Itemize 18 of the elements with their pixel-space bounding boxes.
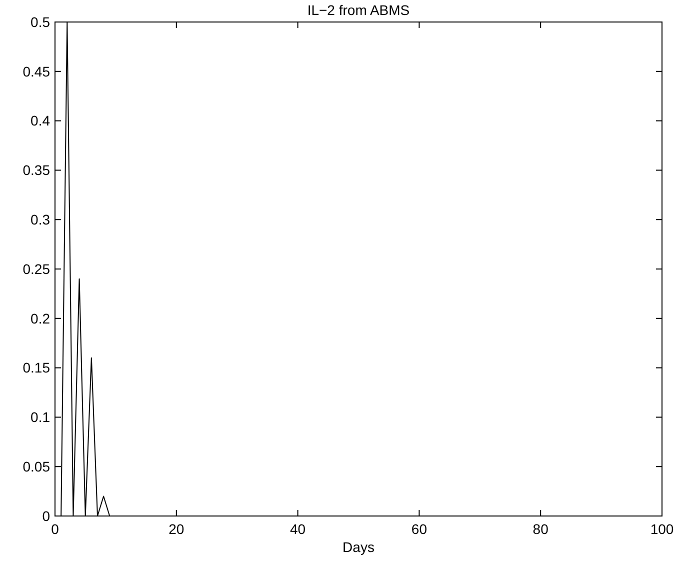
- y-tick-label: 0.45: [22, 63, 50, 80]
- x-tick-label: 100: [650, 521, 674, 537]
- y-tick-label: 0.2: [30, 310, 50, 326]
- y-tick-label: 0.25: [22, 260, 50, 277]
- y-tick-label: 0: [42, 508, 50, 524]
- y-tick-label: 0.5: [30, 14, 50, 30]
- x-tick-label: 20: [168, 521, 184, 537]
- y-tick-label: 0.05: [22, 458, 50, 474]
- y-tick-label: 0.1: [30, 409, 50, 426]
- y-tick-label: 0.15: [22, 360, 50, 376]
- y-tick-label: 0.3: [30, 212, 50, 228]
- x-tick-label: 80: [532, 521, 549, 537]
- chart-title: IL−2 from ABMS: [307, 2, 410, 18]
- x-tick-label: 60: [411, 521, 428, 537]
- y-tick-label: 0.4: [30, 112, 50, 129]
- x-axis-title: Days: [342, 539, 374, 555]
- y-tick-label: 0.35: [22, 162, 50, 178]
- x-tick-label: 40: [290, 521, 306, 537]
